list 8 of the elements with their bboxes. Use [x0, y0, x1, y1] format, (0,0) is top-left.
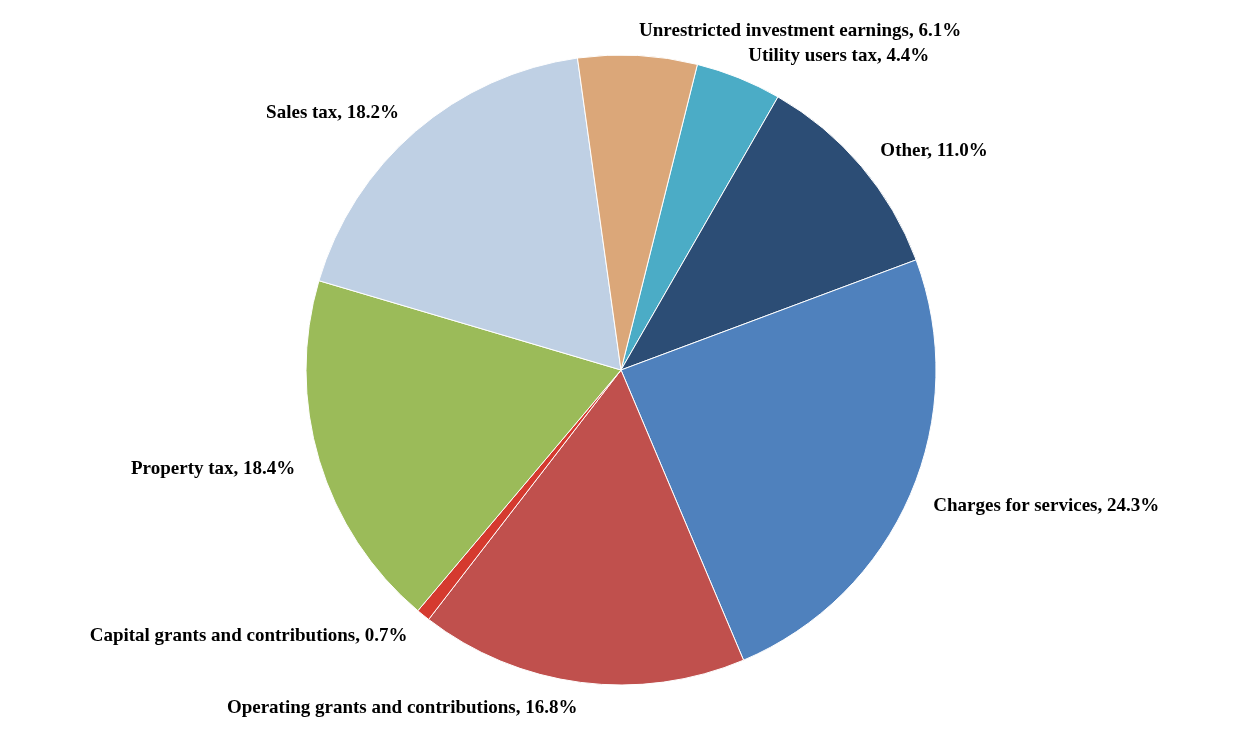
slice-label: Operating grants and contributions, 16.8% [226, 696, 578, 718]
slice-label: Capital grants and contributions, 0.7% [89, 623, 408, 645]
slice-label: Utility users tax, 4.4% [748, 43, 930, 65]
slice-label: Unrestricted investment earnings, 6.1% [639, 19, 962, 41]
slice-label: Other, 11.0% [880, 139, 988, 161]
slice-label: Charges for services, 24.3% [933, 493, 1160, 515]
slice-label: Property tax, 18.4% [131, 456, 296, 478]
slice-label: Sales tax, 18.2% [266, 101, 400, 123]
